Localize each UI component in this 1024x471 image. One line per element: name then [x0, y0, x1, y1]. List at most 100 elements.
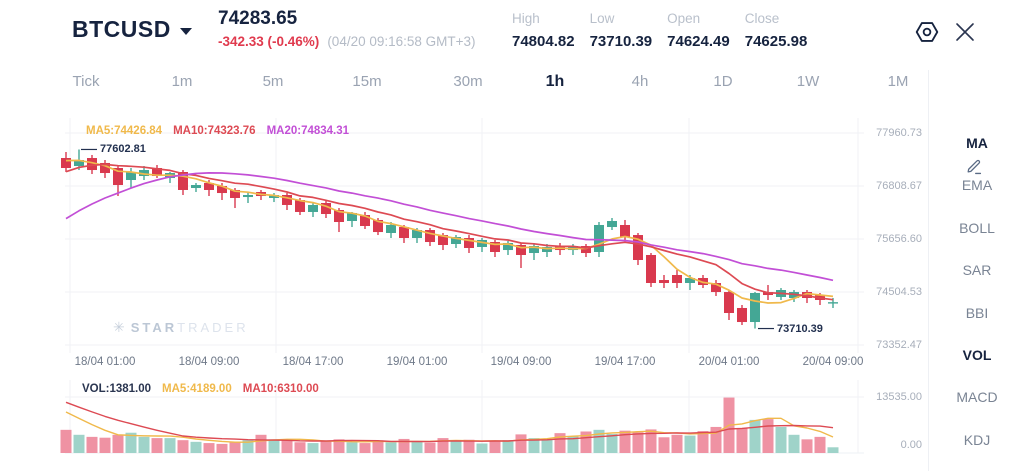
- tab-1d[interactable]: 1D: [713, 73, 733, 90]
- ohlc-stats: High 74804.82 Low 73710.39 Open 74624.49 Close…: [512, 11, 807, 50]
- tab-tick[interactable]: Tick: [72, 73, 100, 90]
- stat-value: 74624.49: [667, 33, 730, 50]
- volume-bar: [619, 430, 631, 453]
- volume-bar: [268, 439, 280, 453]
- volume-bar: [684, 435, 696, 453]
- quote-timestamp: (04/20 09:16:58 GMT+3): [327, 34, 476, 49]
- volume-chart-canvas[interactable]: [0, 378, 930, 471]
- volume-bar: [515, 434, 527, 453]
- sidebar-item-ma[interactable]: MA: [966, 135, 988, 151]
- volume-bar: [125, 432, 137, 453]
- watermark-light: TRADER: [177, 320, 249, 335]
- tab-1h[interactable]: 1h: [545, 73, 565, 90]
- stat-label: Low: [589, 11, 615, 26]
- gear-icon: [915, 22, 939, 42]
- price-chart-canvas[interactable]: [0, 110, 930, 378]
- ma20-label: MA20:74834.31: [266, 125, 350, 137]
- candle-body: [659, 280, 669, 284]
- candle-body: [100, 162, 110, 174]
- stat-low: Low 73710.39: [590, 11, 653, 50]
- time-axis-label: 19/04 17:00: [594, 356, 656, 368]
- ma10-line: [65, 163, 834, 301]
- volume-bar: [229, 441, 241, 453]
- candle-body: [204, 182, 214, 190]
- volume-bar: [333, 439, 345, 453]
- sidebar-item-vol[interactable]: VOL: [962, 347, 992, 363]
- candle-body: [672, 275, 682, 284]
- stat-open: Open 74624.49: [667, 11, 730, 50]
- candle-body: [74, 159, 84, 167]
- candle-body: [685, 277, 695, 284]
- stat-label: Open: [667, 11, 701, 26]
- tab-1m[interactable]: 1M: [887, 73, 909, 90]
- candle-body: [373, 219, 383, 233]
- volume-bar: [242, 440, 254, 453]
- volume-bar: [164, 438, 176, 453]
- low-price-annotation: 73710.39: [777, 322, 823, 335]
- candle-body: [477, 239, 487, 247]
- symbol-selector[interactable]: BTCUSD: [72, 16, 192, 43]
- volume-bar: [567, 436, 579, 453]
- candle-body: [529, 246, 539, 254]
- volume-bar: [554, 433, 566, 453]
- tab-30m[interactable]: 30m: [453, 73, 483, 90]
- sidebar-item-sar[interactable]: SAR: [962, 262, 992, 279]
- sidebar-item-boll[interactable]: BOLL: [959, 219, 995, 236]
- tab-5m[interactable]: 5m: [262, 73, 284, 90]
- volume-bar: [580, 431, 592, 453]
- volume-bar: [398, 438, 410, 453]
- volume-bar: [437, 438, 449, 453]
- candle-body: [633, 235, 643, 261]
- price-axis-label: 74504.53: [876, 286, 922, 298]
- candle-body: [711, 283, 721, 293]
- settings-button[interactable]: [913, 18, 941, 46]
- price-change: -342.33 (-0.46%): [218, 34, 320, 49]
- candle-body: [139, 170, 149, 177]
- sidebar-item-kdj[interactable]: KDJ: [963, 431, 991, 448]
- symbol-name: BTCUSD: [72, 16, 171, 42]
- volume-bar: [502, 440, 514, 453]
- candle-body: [516, 245, 526, 255]
- time-axis-label: 19/04 01:00: [386, 356, 448, 368]
- sidebar-item-ema[interactable]: EMA: [961, 177, 993, 194]
- pencil-icon: [967, 159, 981, 174]
- sidebar-item-macd[interactable]: MACD: [956, 389, 998, 406]
- close-button[interactable]: [951, 18, 979, 46]
- candle-body: [178, 171, 188, 190]
- candle-body: [620, 224, 630, 238]
- sidebar-item-bbi[interactable]: BBI: [965, 304, 989, 321]
- volume-bar: [190, 441, 202, 453]
- tab-1w[interactable]: 1W: [796, 73, 820, 90]
- tab-1m[interactable]: 1m: [171, 73, 193, 90]
- candle-body: [503, 242, 513, 251]
- volume-bar: [151, 438, 163, 453]
- last-price: 74283.65: [218, 8, 298, 29]
- volume-bar: [424, 442, 436, 453]
- tab-15m[interactable]: 15m: [352, 73, 382, 90]
- indicator-sidebar: MA EMA BOLL SAR BBI VOL MACD KDJ: [928, 70, 1024, 471]
- volume-bar: [749, 419, 761, 453]
- vol-ma10-line: [65, 401, 834, 443]
- stat-label: High: [512, 11, 540, 26]
- volume-bar: [775, 426, 787, 453]
- ma5-label: MA5:74426.84: [86, 125, 163, 137]
- price-axis-label: 76808.67: [876, 179, 922, 192]
- candle-body: [399, 227, 409, 239]
- star-icon: ✳: [113, 319, 125, 335]
- ma10-label: MA10:74323.76: [173, 125, 256, 137]
- volume-bar: [255, 434, 267, 453]
- volume-bar: [814, 436, 826, 453]
- volume-bar: [294, 442, 306, 453]
- volume-bar: [99, 437, 111, 453]
- stat-close: Close 74625.98: [745, 11, 808, 50]
- volume-bar: [606, 433, 618, 453]
- time-axis-label: 19/04 09:00: [490, 356, 552, 368]
- tab-4h[interactable]: 4h: [631, 73, 649, 90]
- candle-body: [347, 212, 357, 221]
- price-axis-label: 77960.73: [876, 127, 922, 139]
- volume-bar: [450, 441, 462, 453]
- candle-body: [438, 235, 448, 246]
- volume-bar: [112, 434, 124, 453]
- edit-indicators-button[interactable]: [959, 154, 989, 180]
